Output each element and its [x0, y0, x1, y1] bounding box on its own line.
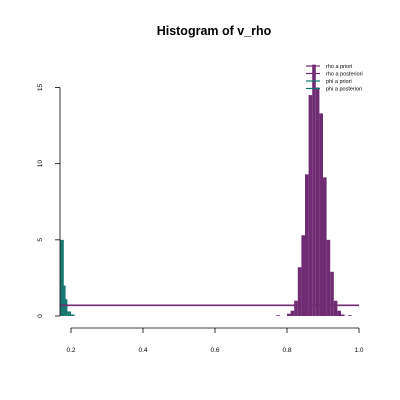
axes: 0 5 10 15 0.2 0.4 0.6 0.8 1.0 [37, 84, 364, 354]
histogram-bar [326, 239, 331, 316]
histogram-bar [323, 177, 327, 316]
y-tick-label: 0 [37, 314, 44, 318]
chart-title: Histogram of v_rho [157, 24, 272, 38]
histogram-bar [348, 315, 352, 316]
histogram-bar [337, 310, 341, 316]
histogram-bar [301, 235, 305, 316]
histogram-bar [312, 64, 316, 317]
histogram-bar [276, 315, 280, 316]
x-tick-label: 0.2 [66, 347, 75, 354]
histogram-bar [315, 87, 320, 316]
histogram-bar [333, 300, 338, 316]
legend-label: rho a priori [326, 64, 352, 70]
legend-label: phi a posteriori [326, 87, 362, 93]
legend-label: phi a priori [326, 79, 352, 85]
histogram-bar [297, 267, 302, 316]
histogram-bar [287, 313, 291, 316]
histogram-bar [67, 311, 71, 316]
histogram-bar [290, 310, 295, 316]
y-tick-label: 5 [37, 238, 44, 242]
x-tick-label: 1.0 [354, 347, 363, 354]
histogram-bar [60, 239, 64, 316]
y-tick-label: 15 [37, 84, 44, 92]
histogram-bar [63, 299, 68, 316]
histogram-bars [60, 64, 352, 317]
x-tick-label: 0.4 [138, 347, 147, 354]
histogram-bar [319, 113, 323, 317]
histogram-bar [308, 95, 313, 317]
histogram-bar [71, 314, 75, 316]
histogram-bar [341, 314, 345, 316]
histogram-bar [330, 271, 334, 316]
legend-label: rho a posteriori [326, 72, 363, 78]
x-tick-label: 0.6 [210, 347, 219, 354]
y-tick-label: 10 [37, 160, 44, 168]
histogram-bar [294, 300, 298, 316]
histogram-bar [305, 174, 309, 316]
x-tick-label: 0.8 [282, 347, 291, 354]
